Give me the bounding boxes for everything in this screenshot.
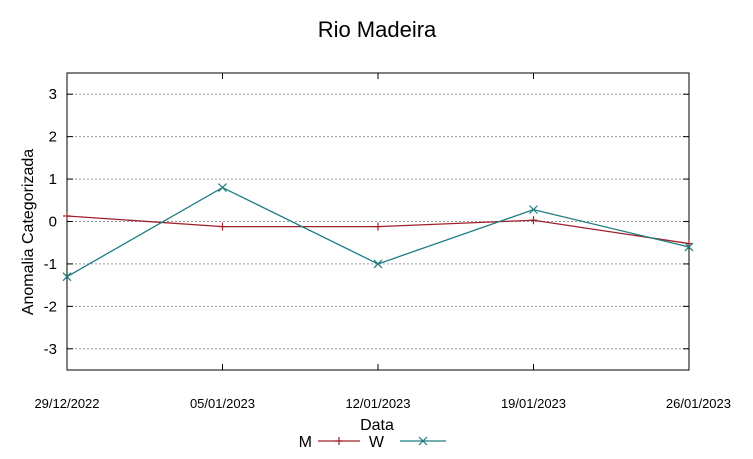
y-axis-label: Anomalia Categorizada <box>20 149 37 315</box>
x-tick-label: 26/01/2023 <box>666 396 731 411</box>
series-w-point-stroke <box>529 205 538 215</box>
legend-marker-m <box>335 437 343 445</box>
x-axis-label: Data <box>360 417 394 434</box>
legend-marker-w <box>418 436 428 446</box>
y-tick-label: 2 <box>49 129 57 146</box>
series-w-point-stroke <box>62 272 72 282</box>
legend-label-w: W <box>369 434 385 451</box>
series-w-point <box>218 183 227 192</box>
series-m-point <box>218 222 227 231</box>
legend-marker-w-stroke <box>418 436 428 446</box>
x-axis: 29/12/2022 05/01/2023 12/01/2023 19/01/2023… <box>34 73 731 411</box>
y-axis: -3 -2 -1 0 1 2 3 <box>44 86 689 358</box>
y-tick-label: -3 <box>44 341 57 358</box>
y-tick-label: -1 <box>44 256 57 273</box>
y-tick-label: 0 <box>49 214 57 231</box>
chart-title: Rio Madeira <box>318 17 437 42</box>
y-tick-label: -2 <box>44 298 57 315</box>
series-w-point-stroke <box>684 242 694 252</box>
x-tick-label: 29/12/2022 <box>34 396 99 411</box>
series-w-point <box>529 205 538 215</box>
series-m-point <box>63 211 71 220</box>
legend-label-m: M <box>299 434 312 451</box>
series-m-point <box>374 222 382 231</box>
x-tick-label: 19/01/2023 <box>501 396 566 411</box>
x-tick-label: 05/01/2023 <box>190 396 255 411</box>
x-tick-label: 12/01/2023 <box>345 396 410 411</box>
y-tick-label: 3 <box>49 86 57 103</box>
series-w-point <box>62 272 72 282</box>
y-tick-label: 1 <box>49 171 57 188</box>
series-w-point-stroke <box>218 183 227 192</box>
series-w-point-stroke <box>373 259 383 269</box>
series-w-point <box>684 242 694 252</box>
series-w-point <box>373 259 383 269</box>
grid-lines <box>67 93 689 350</box>
series-m-point <box>529 216 538 225</box>
series-group <box>62 183 694 282</box>
